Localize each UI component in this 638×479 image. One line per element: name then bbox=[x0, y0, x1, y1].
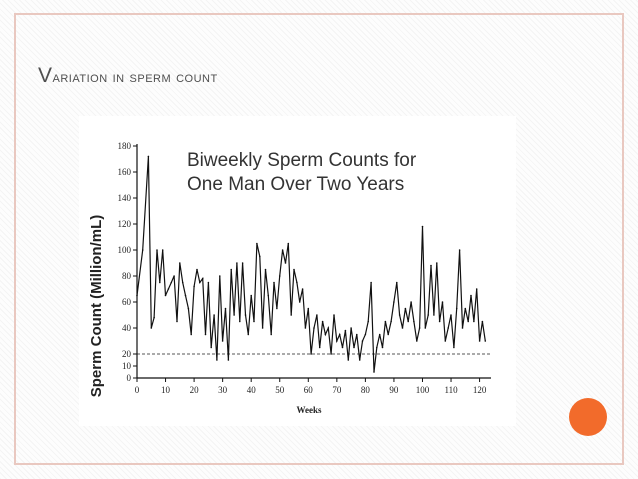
x-tick-label: 20 bbox=[190, 385, 200, 395]
slide-border bbox=[14, 13, 624, 465]
y-tick-label: 10 bbox=[122, 361, 132, 371]
slide-title: VARIATION IN SPERM COUNT bbox=[38, 64, 218, 88]
x-tick-label: 80 bbox=[361, 385, 371, 395]
slide-title-initial: V bbox=[38, 64, 53, 87]
decorative-orange-dot bbox=[569, 398, 607, 436]
y-tick-label: 20 bbox=[122, 349, 132, 359]
x-tick-label: 50 bbox=[275, 385, 285, 395]
x-tick-label: 70 bbox=[332, 385, 342, 395]
x-tick-label: 40 bbox=[247, 385, 257, 395]
y-tick-label: 0 bbox=[127, 373, 132, 383]
x-tick-label: 120 bbox=[473, 385, 487, 395]
y-tick-label: 60 bbox=[122, 297, 132, 307]
chart-figure: 0 10 20 40 60 80 100 120 140 160 180 0 10 20 30 40 50 60 7… bbox=[79, 116, 516, 426]
chart-title-line1: Biweekly Sperm Counts for bbox=[187, 150, 417, 171]
y-tick-label: 100 bbox=[118, 245, 132, 255]
x-tick-label: 100 bbox=[416, 385, 430, 395]
sperm-count-chart: 0 10 20 40 60 80 100 120 140 160 180 0 10 20 30 40 50 60 7… bbox=[88, 141, 491, 415]
x-tick-label: 90 bbox=[389, 385, 399, 395]
x-tick-label: 110 bbox=[444, 385, 458, 395]
y-axis-label: Sperm Count (Million/mL) bbox=[88, 215, 105, 397]
x-tick-label: 30 bbox=[218, 385, 228, 395]
y-tick-label: 140 bbox=[118, 193, 132, 203]
slide-title-rest: ARIATION IN SPERM COUNT bbox=[52, 69, 218, 86]
x-tick-label: 10 bbox=[161, 385, 171, 395]
y-tick-label: 120 bbox=[118, 219, 132, 229]
y-tick-label: 160 bbox=[118, 167, 132, 177]
x-tick-label: 60 bbox=[304, 385, 314, 395]
y-tick-label: 80 bbox=[122, 271, 132, 281]
x-axis-label: Weeks bbox=[296, 405, 321, 415]
x-tick-label: 0 bbox=[135, 385, 140, 395]
chart-title-line2: One Man Over Two Years bbox=[187, 174, 404, 195]
series-line bbox=[136, 156, 486, 373]
y-tick-label: 180 bbox=[118, 141, 132, 151]
y-tick-label: 40 bbox=[122, 323, 132, 333]
